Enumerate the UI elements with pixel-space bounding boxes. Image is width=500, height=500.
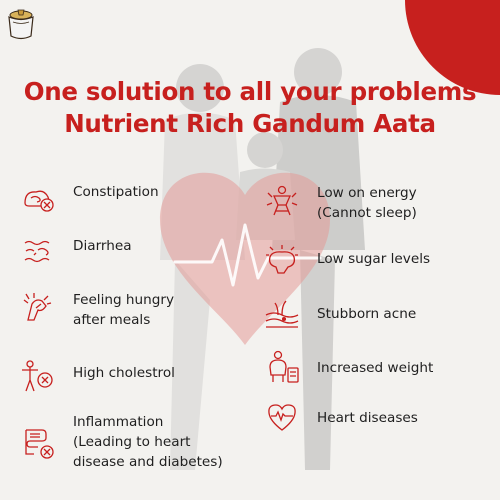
problem-item-constipation: Constipation [20,181,159,217]
inflammation-label: Inflammation (Leading to heart disease and… [73,412,223,472]
weight-label: Increased weight [317,360,434,376]
hunger-label: Feeling hungry after meals [73,290,174,330]
constipation-icon [20,181,56,217]
diarrhea-label: Diarrhea [73,238,132,254]
headline-line-2: Nutrient Rich Gandum Aata [64,109,436,138]
hunger-icon [20,290,56,326]
heart-disease-icon [264,399,300,435]
problem-item-low-sugar: Low sugar levels [264,243,430,279]
low-energy-label-line-1: Low on energy [317,185,417,201]
low-sugar-icon [264,243,300,279]
low-energy-label: Low on energy (Cannot sleep) [317,183,417,223]
problem-item-heart-disease: Heart diseases [264,399,418,435]
heart-disease-label: Heart diseases [317,410,418,426]
acne-label: Stubborn acne [317,306,417,322]
problem-item-weight: Increased weight [264,349,433,385]
low-energy-icon [264,183,300,219]
headline-line-1: One solution to all your problems [23,77,477,106]
inflammation-icon [20,424,56,460]
low-sugar-label: Low sugar levels [317,251,431,267]
hunger-label-line-2: after meals [73,312,151,328]
problem-item-inflammation: Inflammation (Leading to heart disease and… [20,412,223,472]
low-energy-label-line-2: (Cannot sleep) [317,205,417,221]
cholesterol-icon [20,358,56,394]
inflammation-label-line-3: disease and diabetes) [73,454,223,470]
problem-item-diarrhea: Diarrhea [20,233,132,269]
problem-item-acne: Stubborn acne [264,297,416,333]
problem-item-cholesterol: High cholestrol [20,358,175,394]
inflammation-label-line-1: Inflammation [73,414,164,430]
aata-jar-logo-icon [4,6,38,42]
headline: One solution to all your problems Nutrie… [0,76,500,140]
problem-item-hunger: Feeling hungry after meals [20,290,174,330]
hunger-label-line-1: Feeling hungry [73,292,175,308]
weight-icon [264,349,300,385]
inflammation-label-line-2: (Leading to heart [73,434,191,450]
constipation-label: Constipation [73,184,159,200]
acne-icon [264,297,300,333]
problem-item-low-energy: Low on energy (Cannot sleep) [264,183,417,223]
cholesterol-label: High cholestrol [73,365,175,381]
diarrhea-icon [20,233,56,269]
